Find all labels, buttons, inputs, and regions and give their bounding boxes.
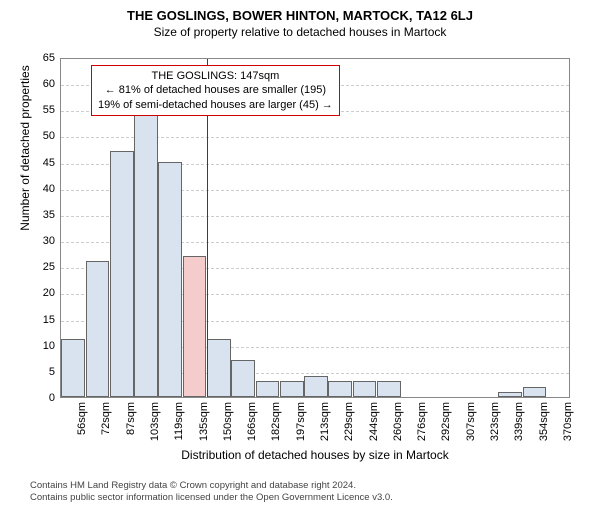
xtick-label: 197sqm: [295, 402, 307, 441]
histogram-bar: [134, 109, 158, 397]
histogram-bar: [377, 381, 401, 397]
histogram-bar: [304, 376, 328, 397]
xtick-label: 323sqm: [489, 402, 501, 441]
histogram-bar: [256, 381, 280, 397]
chart-subtitle: Size of property relative to detached ho…: [0, 25, 600, 39]
xtick-label: 370sqm: [562, 402, 574, 441]
ytick-label: 0: [25, 392, 55, 404]
xtick-label: 87sqm: [125, 402, 137, 435]
histogram-bar: [86, 261, 110, 397]
xtick-label: 213sqm: [319, 402, 331, 441]
histogram-bar: [158, 162, 182, 397]
histogram-bar: [110, 151, 134, 397]
histogram-bar: [353, 381, 377, 397]
xtick-label: 229sqm: [343, 402, 355, 441]
annotation-box: THE GOSLINGS: 147sqm← 81% of detached ho…: [91, 65, 340, 116]
x-axis-label: Distribution of detached houses by size …: [60, 448, 570, 462]
xtick-label: 150sqm: [222, 402, 234, 441]
ytick-label: 5: [25, 366, 55, 378]
ytick-label: 10: [25, 340, 55, 352]
chart-title: THE GOSLINGS, BOWER HINTON, MARTOCK, TA1…: [0, 8, 600, 23]
histogram-bar: [498, 392, 522, 397]
histogram-bar: [280, 381, 304, 397]
histogram-bar: [231, 360, 255, 397]
xtick-label: 260sqm: [392, 402, 404, 441]
xtick-label: 103sqm: [149, 402, 161, 441]
xtick-label: 166sqm: [246, 402, 258, 441]
xtick-label: 276sqm: [416, 402, 428, 441]
xtick-label: 119sqm: [173, 402, 185, 440]
chart-area: THE GOSLINGS: 147sqm← 81% of detached ho…: [60, 58, 570, 428]
y-axis-label: Number of detached properties: [18, 0, 32, 318]
xtick-label: 244sqm: [368, 402, 380, 441]
footer-attribution: Contains HM Land Registry data © Crown c…: [30, 480, 393, 504]
histogram-bar: [207, 339, 231, 397]
annotation-line-2: ← 81% of detached houses are smaller (19…: [98, 83, 333, 97]
xtick-label: 135sqm: [198, 402, 210, 441]
xtick-label: 292sqm: [440, 402, 452, 441]
xtick-label: 354sqm: [538, 402, 550, 441]
xtick-label: 56sqm: [76, 402, 88, 435]
histogram-bar: [523, 387, 547, 397]
annotation-line-3: 19% of semi-detached houses are larger (…: [98, 98, 333, 112]
footer-line-2: Contains public sector information licen…: [30, 492, 393, 504]
xtick-label: 339sqm: [513, 402, 525, 441]
histogram-bar: [61, 339, 85, 397]
annotation-line-1: THE GOSLINGS: 147sqm: [98, 69, 333, 83]
xtick-label: 72sqm: [100, 402, 112, 435]
xtick-label: 182sqm: [270, 402, 282, 441]
plot-region: THE GOSLINGS: 147sqm← 81% of detached ho…: [60, 58, 570, 398]
footer-line-1: Contains HM Land Registry data © Crown c…: [30, 480, 393, 492]
histogram-bar: [328, 381, 352, 397]
histogram-bar: [183, 256, 207, 397]
xtick-label: 307sqm: [465, 402, 477, 441]
